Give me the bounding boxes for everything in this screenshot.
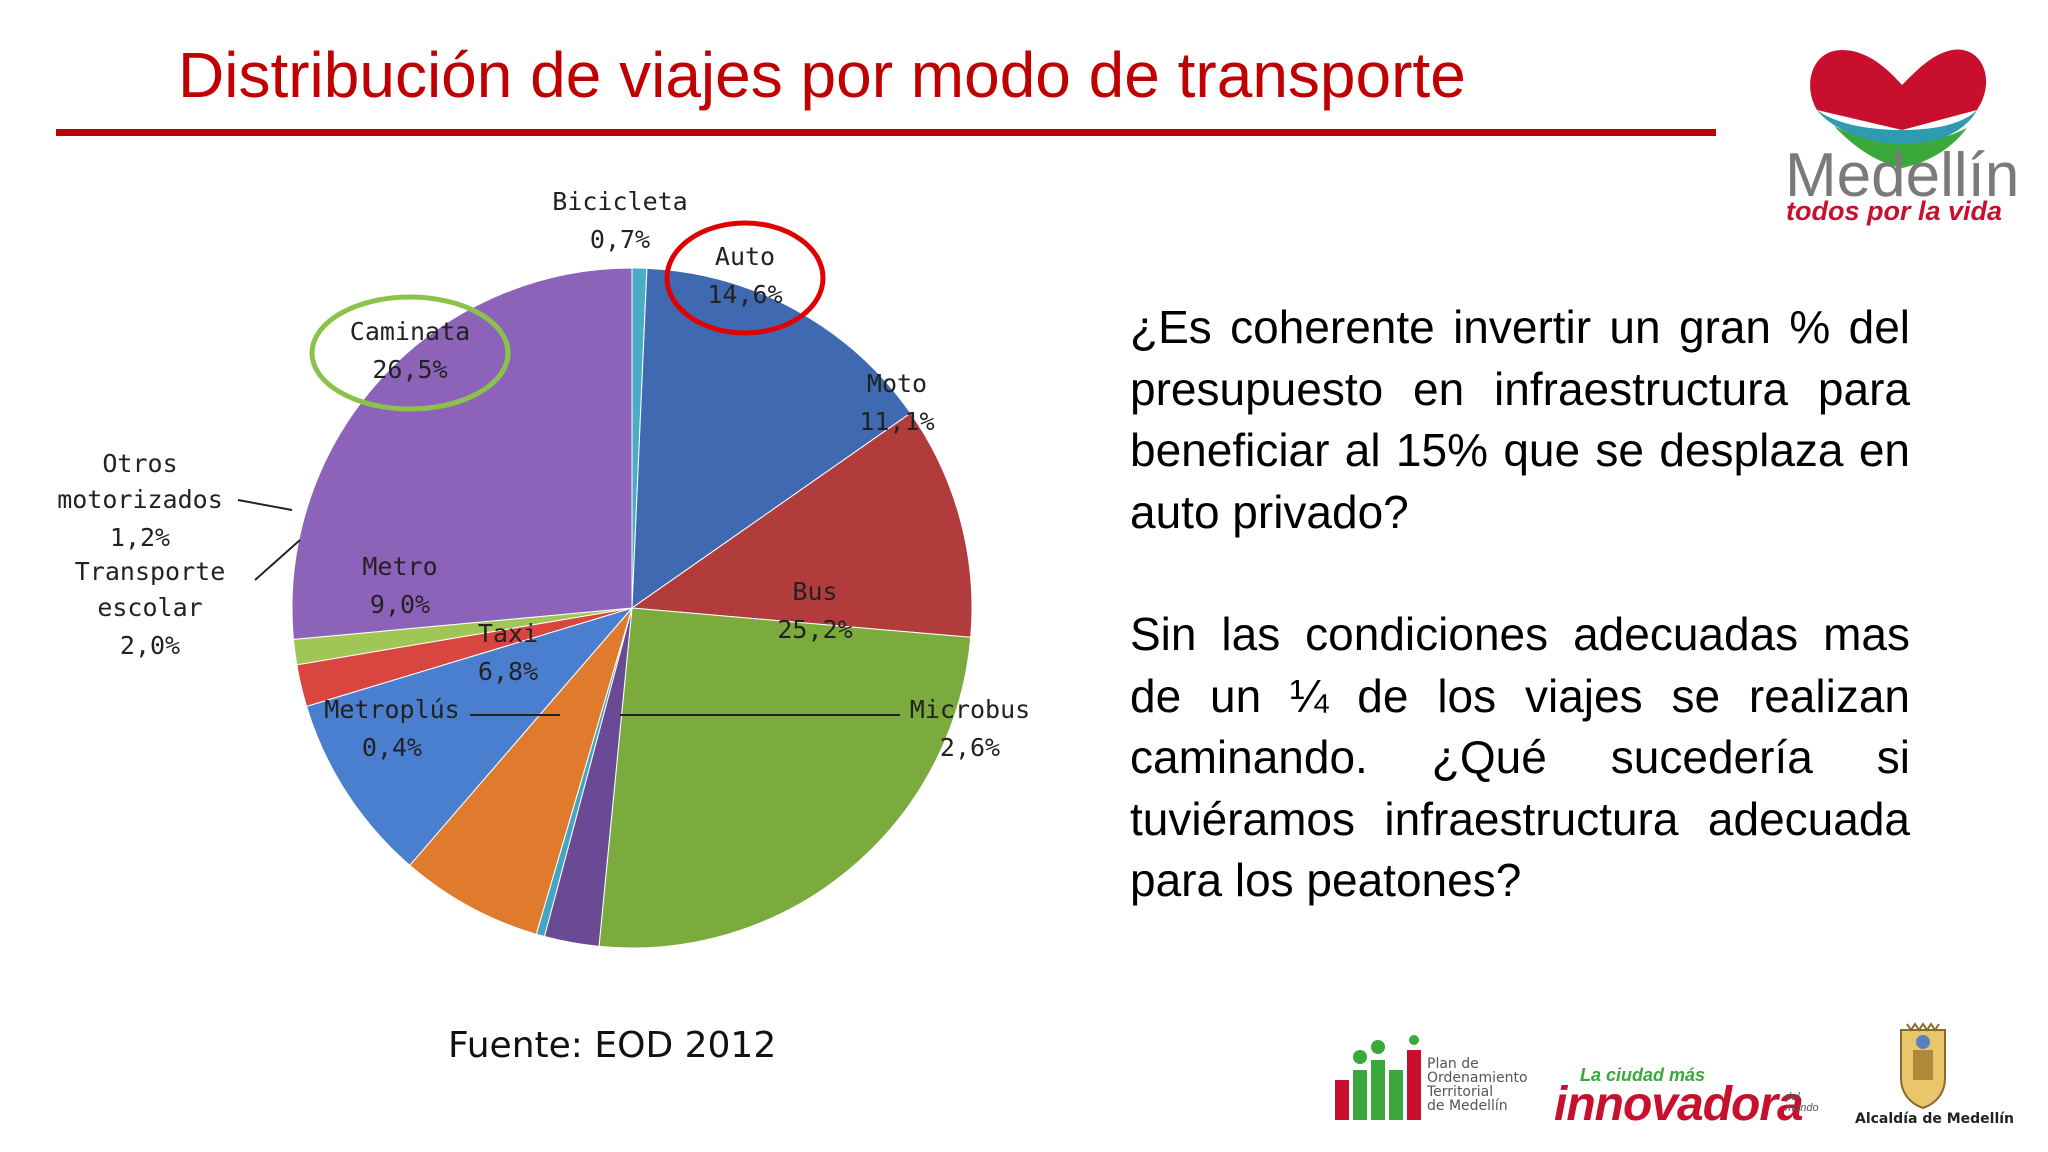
slice-value-moto: 11,1%	[859, 407, 934, 436]
slice-label-bicicleta: Bicicleta	[552, 187, 687, 216]
pot-logo-icon	[1335, 1035, 1421, 1120]
slice-label-bus: Bus	[792, 577, 837, 606]
slice-value-auto: 14,6%	[707, 280, 782, 309]
pie-slice-auto	[631, 267, 912, 609]
coat-of-arms-icon	[1900, 1022, 1946, 1110]
pot-logo-text: Plan de Ordenamiento Territorial de Mede…	[1427, 1056, 1528, 1114]
slice-value-metro: 9,0%	[370, 590, 430, 619]
chart-source: Fuente: EOD 2012	[448, 1025, 777, 1066]
logo-tagline: todos por la vida	[1786, 196, 2003, 226]
innovadora-logo-text: innovadora	[1554, 1078, 1804, 1131]
slice-label-taxi: Taxi	[478, 619, 538, 648]
pie-slice-moto	[630, 412, 973, 638]
walking-paragraph: Sin las condiciones adecuadas mas de un …	[1130, 608, 1910, 906]
slice-value-otros-motorizados: 1,2%	[110, 523, 170, 552]
slice-label-metro: Metro	[362, 552, 437, 581]
slice-value-metroplus: 0,4%	[362, 733, 422, 762]
medellin-heart-logo	[1810, 49, 1987, 168]
slice-label-metroplus: Metroplús	[324, 695, 459, 724]
slice-label-auto: Auto	[715, 242, 775, 271]
page-title: Distribución de viajes por modo de trans…	[178, 39, 1466, 111]
innovadora-suffix: del mundo	[1785, 1091, 1819, 1114]
slice-label-otros-motorizados: motorizados	[57, 485, 223, 514]
highlight-circle-caminata	[309, 294, 511, 412]
alcaldia-logo-text: Alcaldía de Medellín	[1855, 1111, 2015, 1127]
pie-chart: Bicicleta 0,7% Auto 14,6% Moto 11,1% Bus 25,2% M…	[57, 187, 1030, 949]
slice-value-bicicleta: 0,7%	[590, 225, 650, 254]
slice-value-bus: 25,2%	[777, 615, 852, 644]
slice-label-transporte-escolar: Transporte	[75, 557, 226, 586]
pie-slice-taxi	[409, 607, 633, 935]
slice-label-caminata: Caminata	[350, 317, 470, 346]
logo-wordmark: Medellín	[1785, 141, 2020, 210]
leader-line-transporte-escolar	[254, 539, 301, 581]
pie-slice-bus	[598, 607, 972, 949]
pie-slice-caminata	[291, 267, 633, 640]
title-underline	[56, 129, 1716, 136]
highlight-circle-auto	[664, 220, 826, 336]
leader-line-otros-motorizados	[237, 499, 293, 511]
slice-label-transporte-escolar: escolar	[97, 593, 202, 622]
slice-label-microbus: Microbus	[910, 695, 1030, 724]
question-paragraph: ¿Es coherente invertir un gran % del pre…	[1130, 301, 1910, 538]
slice-value-caminata: 26,5%	[372, 355, 447, 384]
slice-value-taxi: 6,8%	[478, 657, 538, 686]
slice-label-otros-motorizados: Otros	[102, 449, 177, 478]
pie-slice-metro	[305, 607, 634, 867]
slice-label-moto: Moto	[867, 369, 927, 398]
slice-value-microbus: 2,6%	[940, 733, 1000, 762]
innovadora-small-text: La ciudad más	[1580, 1065, 1706, 1085]
slice-value-transporte-escolar: 2,0%	[120, 631, 180, 660]
